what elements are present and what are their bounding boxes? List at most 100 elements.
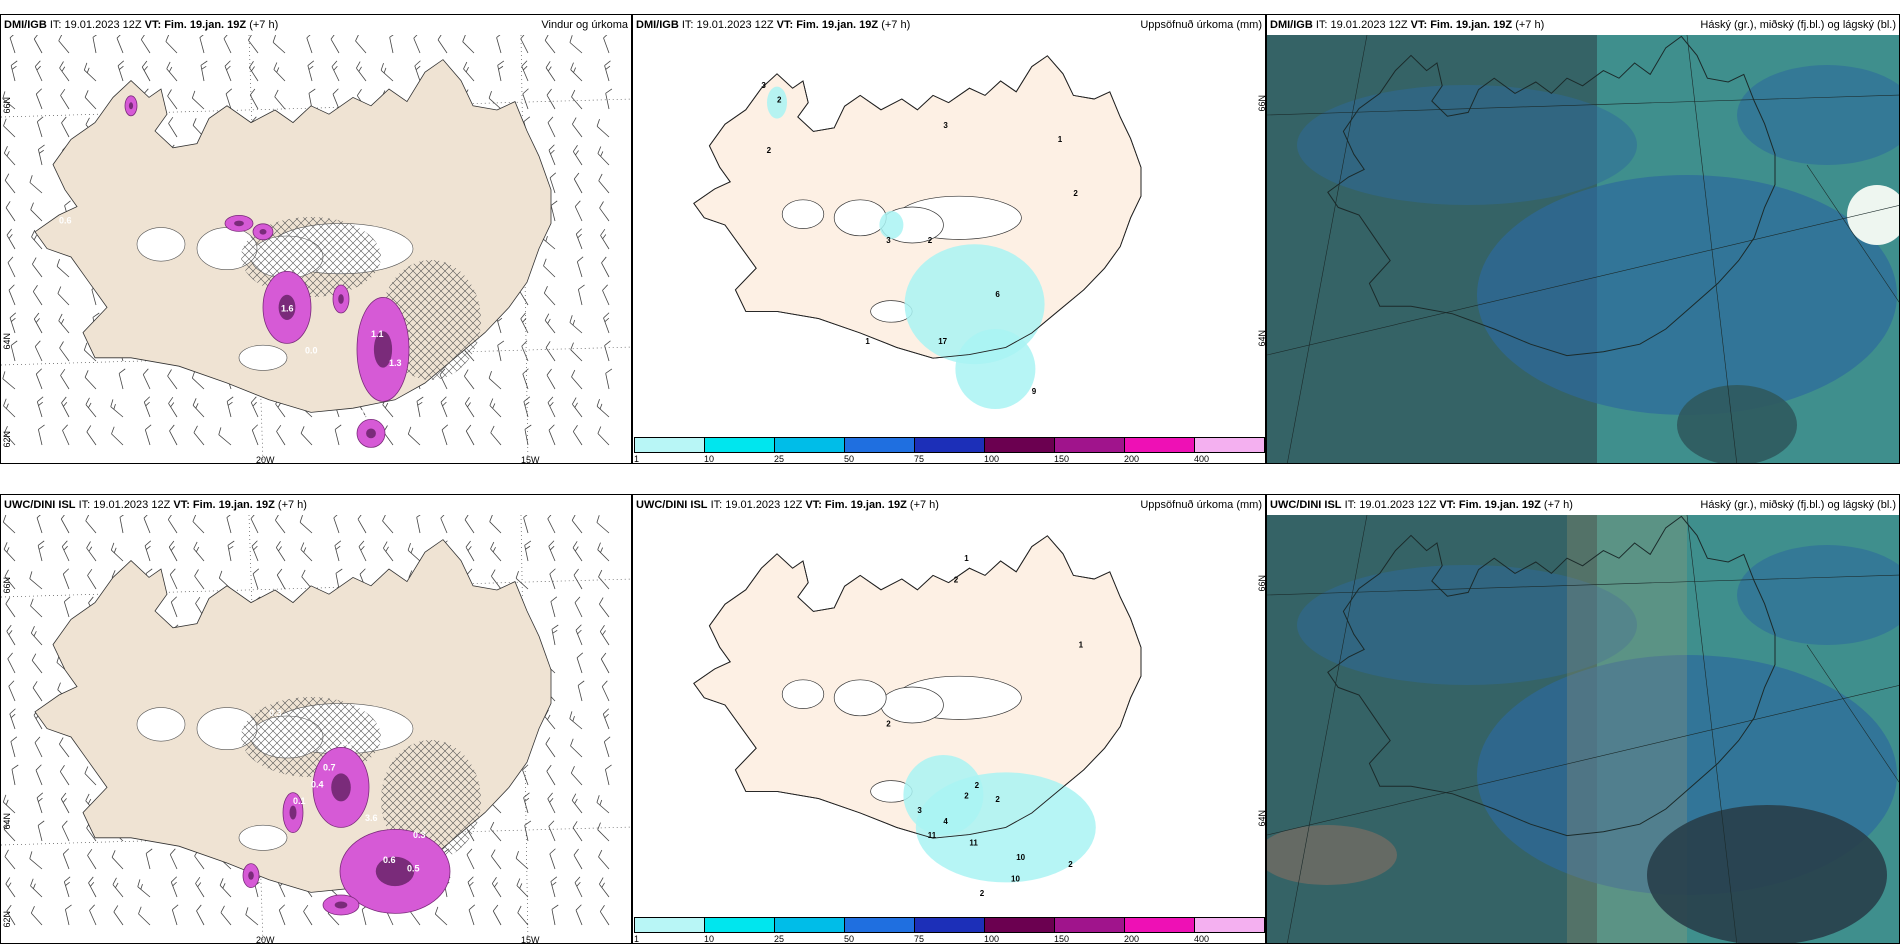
valid-time: Fim. 19.jan. 19Z xyxy=(1430,19,1513,31)
colorbar-segment xyxy=(1124,917,1195,933)
accum-value-label: 11 xyxy=(969,838,978,847)
precip-value-label: 0.5 xyxy=(407,863,420,873)
colorbar-segment xyxy=(774,437,845,453)
panel-title: Háský (gr.), miðský (fj.bl.) og lágský (… xyxy=(1700,19,1896,31)
colorbar-segment xyxy=(844,917,915,933)
model-name: DMI/IGB xyxy=(4,19,47,31)
init-time: IT: 19.01.2023 12Z xyxy=(49,19,142,31)
model-name: UWC/DINI ISL xyxy=(1270,499,1342,511)
accum-value-label: 3 xyxy=(917,806,922,815)
lat-label: 62N xyxy=(2,911,12,928)
init-time: IT: 19.01.2023 12Z xyxy=(710,499,803,511)
valid-time: Fim. 19.jan. 19Z xyxy=(1458,499,1541,511)
colorbar-tick-label: 1 xyxy=(634,934,640,944)
valid-time-label: VT: xyxy=(1410,19,1428,31)
colorbar-tick-label: 75 xyxy=(914,934,925,944)
precip-value-label: 0.3 xyxy=(269,708,282,718)
lat-label: 64N xyxy=(2,813,12,830)
accum-value-label: 2 xyxy=(767,146,772,155)
precip-value-label: 0.3 xyxy=(413,830,426,840)
precip-value-label: 0.3 xyxy=(341,737,354,747)
accum-value-label: 1 xyxy=(1058,135,1063,144)
precip-value-label: 0.2 xyxy=(359,409,372,419)
lat-label: 64N xyxy=(1257,330,1266,347)
init-time: IT: 19.01.2023 12Z xyxy=(78,499,171,511)
precip-value-label: 1.6 xyxy=(281,304,294,314)
precip-value-label: 0.6 xyxy=(59,215,72,225)
colorbar-tick-label: 400 xyxy=(1194,934,1210,944)
precip-value-label: 0.6 xyxy=(383,855,396,865)
panel-header: DMI/IGB IT: 19.01.2023 12Z VT: Fim. 19.j… xyxy=(1267,15,1899,35)
panel-accum-precip-dmi: DMI/IGB IT: 19.01.2023 12Z VT: Fim. 19.j… xyxy=(632,14,1266,464)
panel-title: Vindur og úrkoma xyxy=(541,19,628,31)
lon-label: 20W xyxy=(256,935,275,944)
accum-value-label: 2 xyxy=(886,720,891,729)
accum-value-label: 17 xyxy=(938,337,947,346)
precip-value-label: 0.4 xyxy=(311,779,324,789)
panel-wind-precip-uwc: UWC/DINI ISL IT: 19.01.2023 12Z VT: Fim.… xyxy=(0,494,632,944)
panel-header: DMI/IGB IT: 19.01.2023 12Z VT: Fim. 19.j… xyxy=(1,15,631,35)
colorbar-segment xyxy=(634,437,705,453)
precip-value-label: 1.1 xyxy=(371,329,384,339)
model-name: UWC/DINI ISL xyxy=(4,499,76,511)
lon-label: 15W xyxy=(521,935,540,944)
lon-label: 15W xyxy=(521,455,540,464)
colorbar-segment xyxy=(704,437,775,453)
colorbar-tick-label: 50 xyxy=(844,454,855,464)
colorbar-segment xyxy=(634,917,705,933)
colorbar-segment xyxy=(1054,917,1125,933)
valid-time: Fim. 19.jan. 19Z xyxy=(164,19,247,31)
panel-title: Uppsöfnuð úrkoma (mm) xyxy=(1140,499,1262,511)
init-time: IT: 19.01.2023 12Z xyxy=(1315,19,1408,31)
colorbar-segment xyxy=(1124,437,1195,453)
precip-value-label: 0.0 xyxy=(305,346,318,356)
colorbar-tick-label: 10 xyxy=(704,454,715,464)
colorbar-tick-label: 400 xyxy=(1194,454,1210,464)
valid-time-label: VT: xyxy=(805,499,822,511)
precip-value-label: 0.5 xyxy=(395,417,408,427)
colorbar-segment xyxy=(984,917,1055,933)
accum-value-label: 1 xyxy=(865,337,870,346)
valid-time-label: VT: xyxy=(144,19,162,31)
accum-value-label: 1 xyxy=(964,554,969,563)
panel-header: UWC/DINI ISL IT: 19.01.2023 12Z VT: Fim.… xyxy=(633,495,1265,515)
valid-time-label: VT: xyxy=(173,499,190,511)
panel-header: UWC/DINI ISL IT: 19.01.2023 12Z VT: Fim.… xyxy=(1267,495,1899,515)
accum-value-label: 10 xyxy=(1016,853,1025,862)
accum-value-label: 9 xyxy=(1032,387,1037,396)
colorbar-segment xyxy=(984,437,1055,453)
accum-value-label: 1 xyxy=(1079,640,1084,649)
accum-value-label: 4 xyxy=(943,817,948,826)
precip-value-label: 1.3 xyxy=(389,358,402,368)
colorbar-tick-label: 100 xyxy=(984,934,1000,944)
lon-label: 20W xyxy=(256,455,275,464)
panel-title: Háský (gr.), miðský (fj.bl.) og lágský (… xyxy=(1700,499,1896,511)
accum-value-label: 2 xyxy=(995,795,1000,804)
colorbar: 1 10 25 50 75 100 150 200 400 xyxy=(633,435,1265,463)
colorbar-tick-label: 50 xyxy=(844,934,855,944)
accum-value-label: 3 xyxy=(943,121,948,130)
colorbar-tick-label: 150 xyxy=(1054,454,1070,464)
colorbar-segment xyxy=(1194,917,1265,933)
panel-header: UWC/DINI ISL IT: 19.01.2023 12Z VT: Fim.… xyxy=(1,495,631,515)
lat-label: 66N xyxy=(1257,95,1266,112)
accum-value-label: 2 xyxy=(1073,189,1078,198)
colorbar-tick-label: 25 xyxy=(774,934,785,944)
wind-map: 0.3 0.3 0.1 0.7 0.4 3.6 0.3 0.6 0.5 xyxy=(1,515,631,943)
lead-time: (+7 h) xyxy=(249,19,279,31)
lead-time: (+7 h) xyxy=(1543,499,1573,511)
accum-value-label: 3 xyxy=(761,81,766,90)
model-name: UWC/DINI ISL xyxy=(636,499,708,511)
colorbar-tick-label: 150 xyxy=(1054,934,1070,944)
accum-value-label: 2 xyxy=(954,576,959,585)
accum-value-label: 2 xyxy=(964,792,969,801)
cloud-map xyxy=(1267,35,1899,463)
lat-label: 66N xyxy=(2,97,12,114)
colorbar-tick-label: 10 xyxy=(704,934,715,944)
panel-accum-precip-uwc: UWC/DINI ISL IT: 19.01.2023 12Z VT: Fim.… xyxy=(632,494,1266,944)
accum-value-label: 10 xyxy=(1011,874,1020,883)
colorbar: 1 10 25 50 75 100 150 200 400 xyxy=(633,915,1265,943)
valid-time-label: VT: xyxy=(776,19,794,31)
valid-time: Fim. 19.jan. 19Z xyxy=(192,499,275,511)
